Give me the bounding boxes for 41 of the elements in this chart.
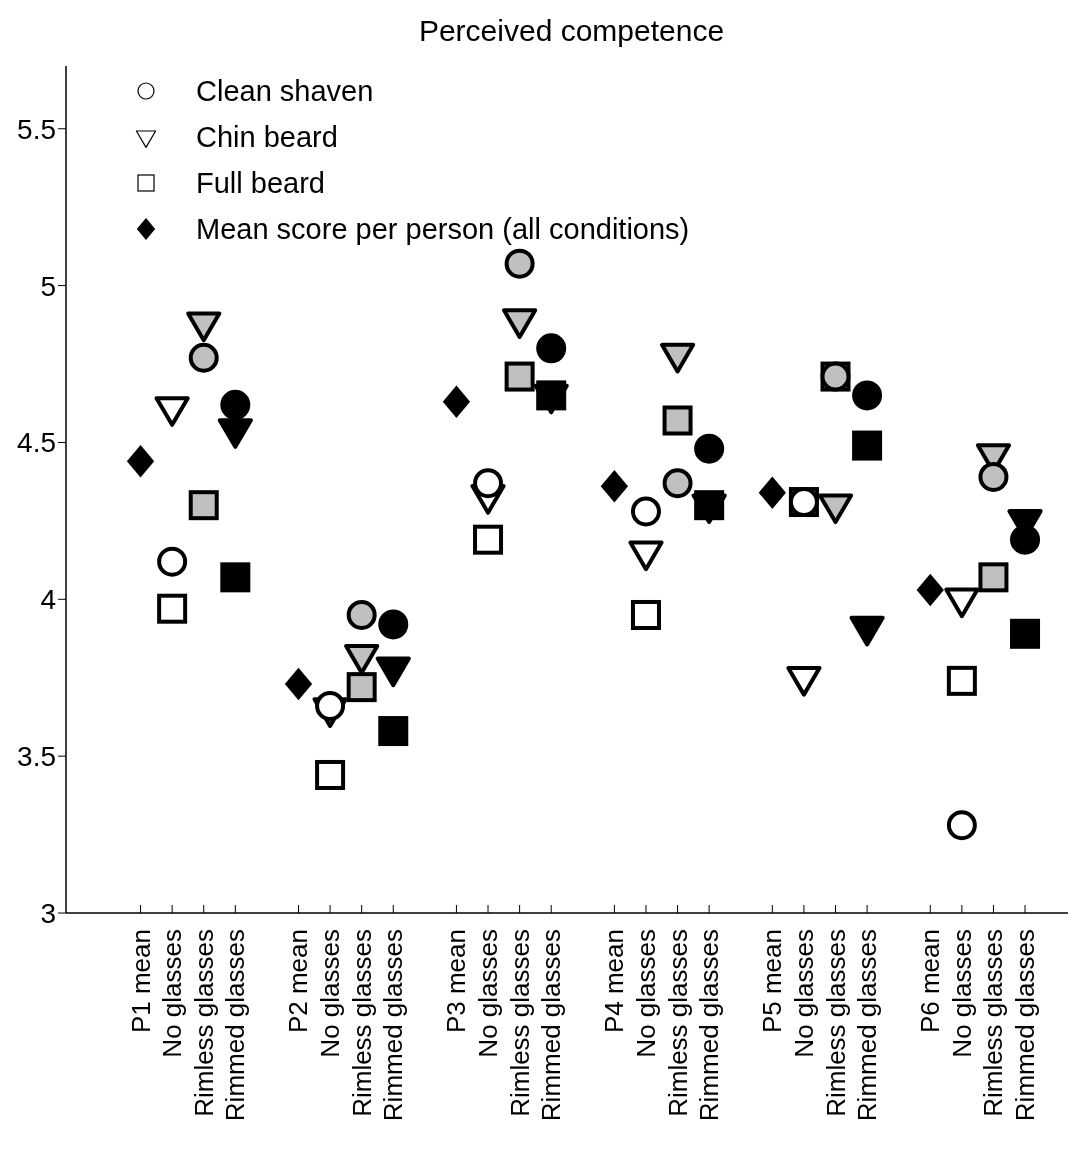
x-tick-label: Rimmed glasses xyxy=(852,929,883,1122)
x-tick-label: No glasses xyxy=(315,929,346,1058)
y-tick-label: 3.5 xyxy=(17,741,56,773)
x-tick-label: P5 mean xyxy=(757,929,788,1034)
x-tick-label: Rimless glasses xyxy=(662,929,693,1117)
x-tick-label: Rimless glasses xyxy=(978,929,1009,1117)
point xyxy=(916,573,944,607)
x-tick-label: No glasses xyxy=(630,929,661,1058)
x-tick-label: No glasses xyxy=(788,929,819,1058)
x-tick-label: No glasses xyxy=(946,929,977,1058)
y-tick-label: 4 xyxy=(40,584,56,616)
y-tick-label: 3 xyxy=(40,897,56,929)
x-tick-label: Rimless glasses xyxy=(188,929,219,1117)
x-tick-label: Rimless glasses xyxy=(820,929,851,1117)
x-tick-label: P2 mean xyxy=(283,929,314,1034)
x-tick-label: P6 mean xyxy=(915,929,946,1034)
x-tick-label: Rimless glasses xyxy=(504,929,535,1117)
legend-label: Full beard xyxy=(196,166,325,200)
point xyxy=(442,385,471,418)
point xyxy=(600,470,629,503)
legend-label: Mean score per person (all conditions) xyxy=(196,212,690,246)
x-tick-label: Rimmed glasses xyxy=(220,929,251,1122)
x-tick-label: Rimmed glasses xyxy=(536,929,567,1122)
x-tick-label: P4 mean xyxy=(599,929,630,1034)
x-tick-label: Rimless glasses xyxy=(346,929,377,1117)
x-tick-label: Rimmed glasses xyxy=(1010,929,1041,1122)
y-tick-label: 5.5 xyxy=(17,113,56,145)
point xyxy=(126,445,155,478)
x-tick-label: P3 mean xyxy=(441,929,472,1034)
chart-title: Perceived competence xyxy=(417,14,726,48)
point xyxy=(758,476,786,509)
x-tick-label: Rimmed glasses xyxy=(694,929,725,1122)
x-tick-label: P1 mean xyxy=(125,929,156,1034)
x-tick-label: No glasses xyxy=(473,929,504,1058)
y-tick-label: 4.5 xyxy=(17,427,56,459)
legend-label: Chin beard xyxy=(196,120,338,154)
x-tick-label: No glasses xyxy=(157,929,188,1058)
point xyxy=(284,667,313,701)
legend-label: Clean shaven xyxy=(196,74,374,108)
x-tick-label: Rimmed glasses xyxy=(378,929,409,1122)
y-tick-label: 5 xyxy=(40,270,56,302)
